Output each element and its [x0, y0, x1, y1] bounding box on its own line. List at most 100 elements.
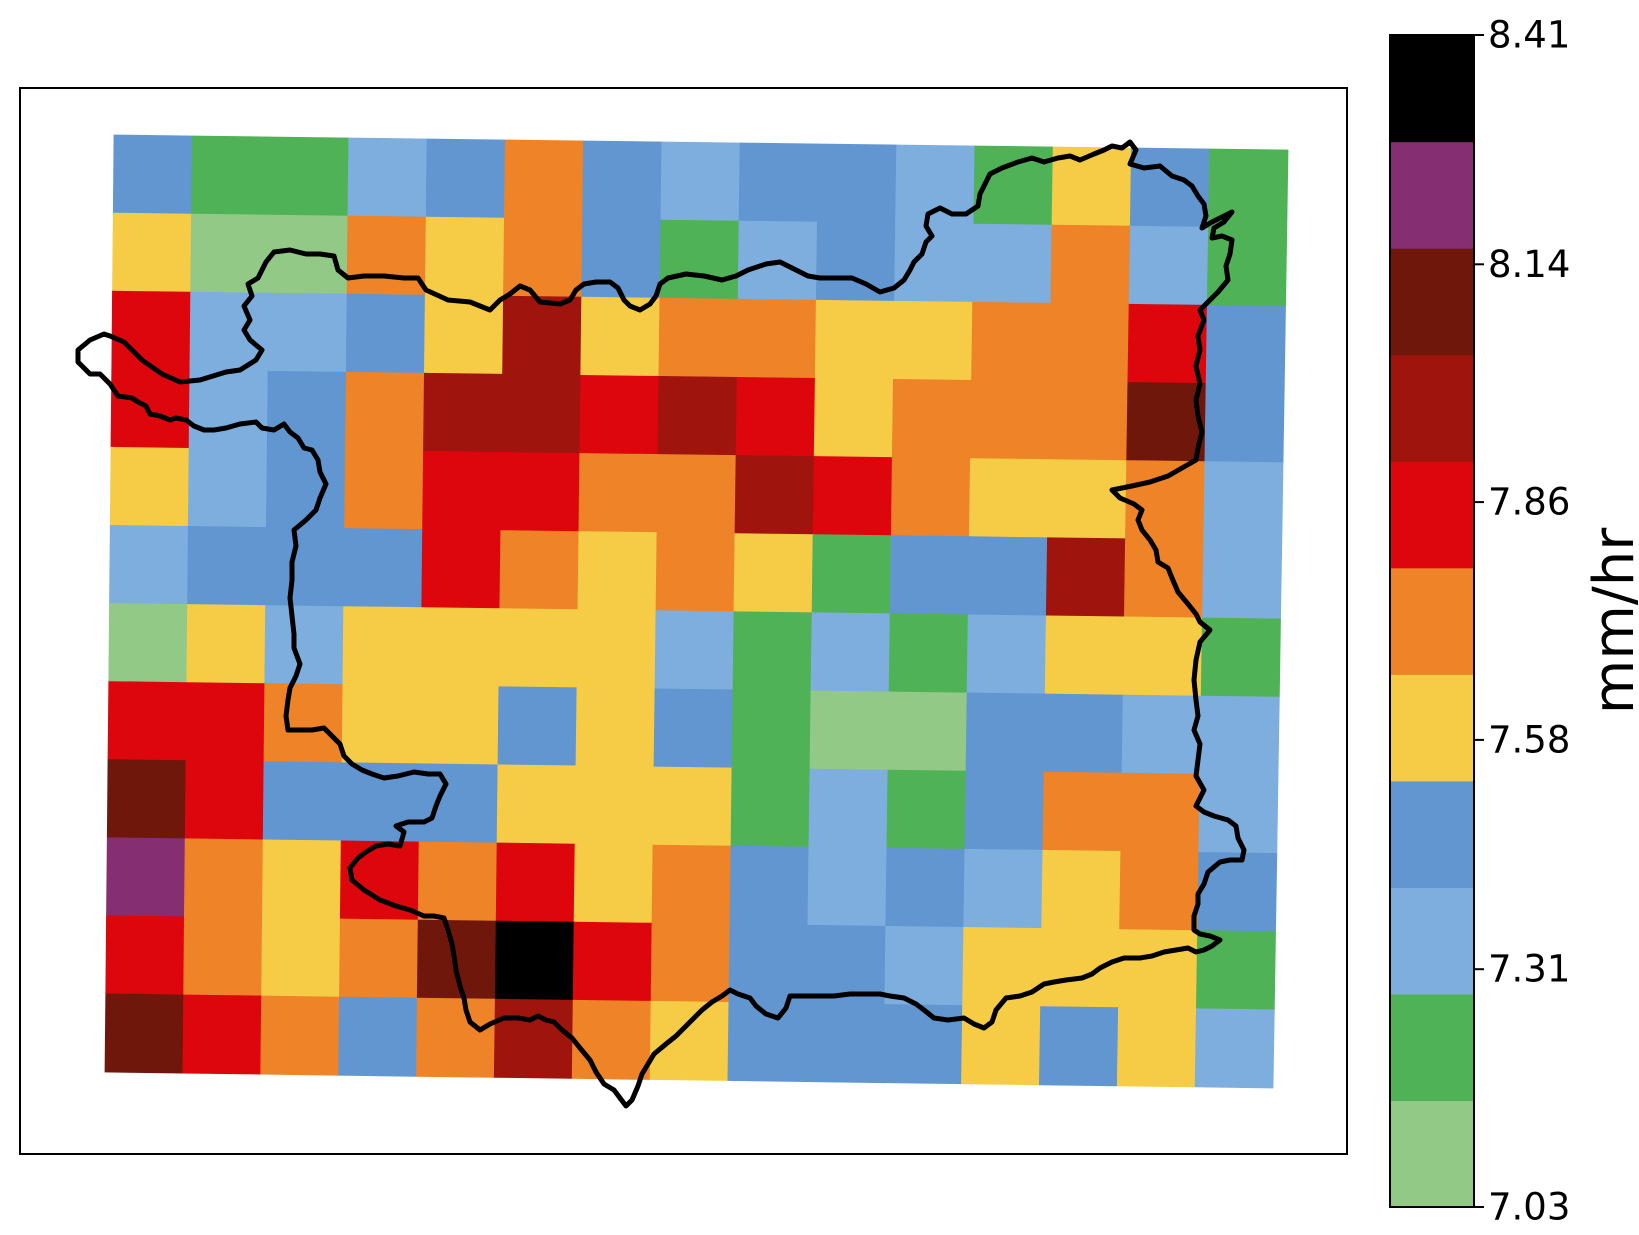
- grid-cell: [883, 1004, 964, 1085]
- colorbar-tick-label: 8.14: [1488, 243, 1570, 286]
- colorbar-unit-label: mm/hr: [1582, 527, 1639, 714]
- grid-cell: [887, 691, 968, 772]
- grid-cell: [971, 301, 1052, 382]
- grid-cell: [183, 916, 263, 997]
- grid-cell: [582, 140, 663, 221]
- grid-cell: [424, 216, 505, 297]
- grid-cell: [262, 761, 343, 842]
- grid-cell: [497, 686, 578, 767]
- grid-cell: [1047, 459, 1128, 540]
- grid-cell: [961, 1005, 1042, 1086]
- grid-cell: [576, 609, 657, 690]
- grid-cell: [112, 134, 193, 215]
- grid-cell: [109, 524, 189, 605]
- grid-cell: [346, 215, 427, 296]
- grid-cell: [342, 606, 423, 687]
- grid-cell: [187, 525, 267, 607]
- grid-cell: [182, 994, 263, 1075]
- grid-cell: [965, 692, 1046, 773]
- grid-cell: [343, 528, 424, 609]
- precip-grid: [104, 134, 1289, 1089]
- grid-cell: [1038, 1006, 1119, 1087]
- grid-cell: [580, 296, 661, 377]
- grid-cell: [502, 295, 583, 376]
- grid-cell: [501, 373, 582, 454]
- grid-cell: [732, 611, 813, 692]
- grid-cell: [1044, 615, 1125, 696]
- grid-cell: [808, 768, 889, 849]
- grid-cell: [190, 213, 271, 294]
- grid-cell: [1043, 693, 1124, 774]
- grid-cell: [736, 298, 817, 379]
- grid-cell: [260, 995, 340, 1076]
- grid-cell: [417, 841, 498, 922]
- colorbar: 7.03 7.31 7.58 7.86 8.14 8.41 mm/hr: [1389, 14, 1639, 1229]
- colorbar-segments: [1390, 35, 1474, 1208]
- grid-cell: [814, 299, 895, 380]
- grid-cell: [500, 451, 581, 533]
- grid-cell: [891, 378, 973, 460]
- colorbar-segment: [1390, 1100, 1474, 1208]
- grid-cell: [421, 529, 502, 610]
- grid-cell: [107, 681, 188, 762]
- grid-cell: [498, 608, 579, 689]
- colorbar-segment: [1390, 887, 1474, 995]
- colorbar-tick-label: 7.31: [1488, 948, 1570, 991]
- grid-cell: [659, 219, 740, 300]
- grid-cell: [1120, 772, 1201, 853]
- grid-cell: [1200, 617, 1281, 698]
- grid-cell: [105, 915, 185, 996]
- grid-cell: [496, 764, 577, 845]
- grid-cell: [571, 999, 652, 1080]
- grid-cell: [885, 847, 966, 928]
- grid-cell: [108, 603, 189, 684]
- grid-cell: [653, 688, 734, 769]
- grid-cell: [494, 920, 575, 1001]
- grid-cell: [1205, 304, 1286, 385]
- colorbar-segment: [1390, 354, 1474, 462]
- grid-cell: [266, 370, 347, 451]
- grid-cell: [191, 135, 271, 216]
- grid-cell: [344, 371, 425, 452]
- grid-cell: [425, 138, 506, 219]
- grid-cell: [574, 765, 655, 846]
- grid-cell: [416, 997, 496, 1078]
- grid-cell: [339, 918, 419, 999]
- grid-cell: [106, 759, 187, 840]
- grid-cell: [886, 769, 967, 850]
- grid-cell: [423, 372, 504, 453]
- grid-cell: [1201, 539, 1283, 620]
- colorbar-frame: [1389, 34, 1475, 1208]
- grid-cell: [970, 379, 1051, 461]
- grid-cell: [184, 760, 265, 841]
- region-boundary: [75, 139, 1247, 1109]
- grid-cell: [735, 376, 816, 457]
- grid-cell: [1199, 695, 1280, 776]
- colorbar-segment: [1390, 780, 1474, 888]
- colorbar-tick-label: 7.03: [1488, 1186, 1570, 1229]
- grid-cell: [1118, 929, 1199, 1010]
- grid-cell: [1048, 380, 1129, 462]
- grid-cell: [1042, 771, 1123, 852]
- grid-cell: [106, 837, 186, 918]
- colorbar-segment: [1390, 567, 1474, 675]
- grid-cell: [1121, 694, 1202, 775]
- grid-cell: [109, 446, 190, 527]
- grid-cell: [267, 292, 348, 373]
- grid-cell: [1128, 225, 1209, 306]
- colorbar-tick-label: 7.86: [1488, 481, 1570, 524]
- grid-cell: [884, 925, 965, 1007]
- grid-cell: [654, 610, 735, 691]
- grid-cell: [261, 917, 341, 998]
- grid-cell: [1050, 224, 1131, 305]
- grid-cell: [264, 605, 345, 686]
- grid-cell: [888, 613, 969, 694]
- grid-cell: [650, 922, 731, 1003]
- grid-cell: [575, 687, 656, 768]
- colorbar-segment: [1390, 993, 1474, 1102]
- grid-cell: [503, 139, 585, 220]
- grid-cell: [1049, 302, 1130, 383]
- grid-cell: [187, 447, 268, 528]
- grid-cell: [345, 293, 426, 374]
